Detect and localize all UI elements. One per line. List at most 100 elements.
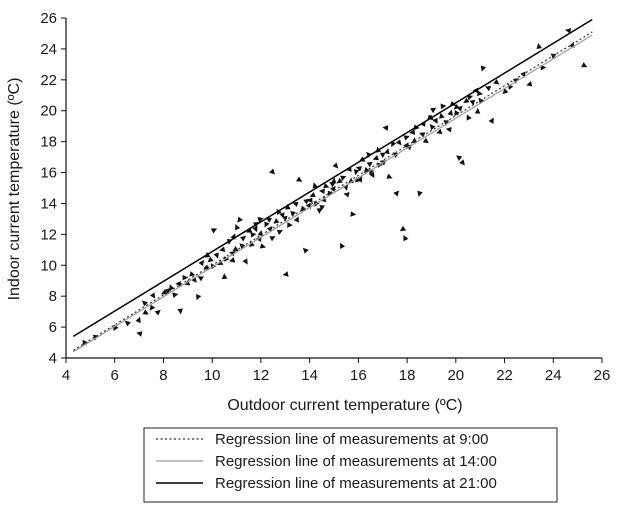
data-point (135, 316, 141, 324)
data-point (343, 192, 350, 198)
legend-label-2: Regression line of measurements at 21:00 (215, 475, 497, 492)
data-point (384, 148, 390, 155)
data-point (419, 132, 426, 138)
data-point (276, 229, 283, 235)
legend-box (143, 427, 558, 503)
data-point (459, 159, 465, 166)
y-tick-label: 10 (40, 257, 57, 274)
data-point (386, 173, 393, 179)
data-point (223, 256, 230, 262)
data-point (409, 129, 416, 135)
data-point (439, 112, 445, 119)
data-point (353, 169, 360, 176)
data-point (466, 95, 474, 101)
data-point (366, 161, 373, 168)
data-point (172, 292, 179, 298)
data-point (290, 211, 296, 218)
data-point (565, 28, 572, 34)
data-point (436, 128, 443, 135)
data-point (282, 215, 288, 222)
data-point (264, 221, 270, 228)
x-tick-label: 6 (111, 367, 119, 384)
x-tick-label: 10 (204, 367, 221, 384)
data-point (319, 188, 325, 195)
data-point (136, 331, 143, 337)
data-point (526, 81, 533, 87)
data-point (478, 97, 485, 104)
data-point (235, 224, 241, 231)
data-point (229, 250, 236, 257)
data-point (581, 62, 588, 68)
data-point (257, 216, 264, 223)
data-point (536, 43, 542, 50)
x-tick-label: 14 (301, 367, 318, 384)
data-point (296, 176, 303, 182)
data-point (265, 217, 273, 223)
x-tick-label: 24 (545, 367, 562, 384)
data-point (429, 124, 436, 131)
data-point (463, 97, 470, 103)
data-point (182, 274, 189, 281)
legend-label-1: Regression line of measurements at 14:00 (215, 453, 497, 470)
y-tick-label: 6 (49, 319, 57, 336)
data-point (454, 109, 460, 117)
data-point (332, 162, 339, 169)
data-point (453, 103, 460, 110)
data-point (242, 258, 248, 265)
legend-label-0: Regression line of measurements at 9:00 (215, 431, 488, 448)
data-point (339, 242, 346, 250)
data-point (189, 271, 196, 277)
data-point (417, 190, 423, 197)
data-point (382, 125, 389, 131)
data-point (191, 276, 197, 283)
data-point (203, 264, 210, 271)
data-point (124, 320, 131, 327)
data-point (443, 120, 449, 126)
data-point (196, 294, 202, 301)
data-point (447, 109, 453, 116)
x-axis-ticks: 4 6 8 10 12 14 16 18 20 22 24 26 (62, 358, 611, 384)
data-point (302, 247, 309, 254)
data-point (350, 211, 357, 217)
data-point (422, 137, 429, 144)
data-point (449, 100, 456, 106)
y-tick-label: 4 (49, 350, 57, 367)
data-point (292, 201, 299, 208)
data-point (228, 257, 236, 263)
data-point (316, 208, 323, 214)
data-point (221, 273, 228, 280)
data-point (269, 168, 276, 175)
data-point (249, 240, 255, 248)
data-point (239, 235, 247, 242)
y-tick-label: 8 (49, 288, 57, 305)
data-point (502, 88, 509, 95)
y-tick-label: 12 (40, 226, 57, 243)
x-tick-label: 18 (399, 367, 416, 384)
y-axis-title: Indoor current temperature (ºC) (6, 78, 23, 301)
data-point (250, 232, 257, 238)
data-point (411, 137, 418, 143)
data-point (355, 166, 362, 172)
data-point (395, 139, 402, 146)
data-point (456, 105, 463, 112)
data-point (484, 86, 492, 92)
data-point (276, 208, 282, 216)
data-point (403, 142, 409, 149)
x-tick-label: 20 (447, 367, 464, 384)
scatter-points (82, 28, 588, 346)
data-point (372, 154, 380, 161)
data-point (285, 203, 291, 210)
data-point (177, 308, 183, 315)
data-point (466, 114, 472, 121)
data-point (456, 155, 463, 162)
data-point (323, 182, 330, 189)
data-point (319, 205, 325, 211)
regression-line-2 (72, 18, 593, 338)
data-point (259, 243, 266, 249)
data-point (312, 182, 318, 189)
x-tick-label: 26 (594, 367, 611, 384)
data-point (432, 117, 438, 125)
x-tick-label: 8 (159, 367, 167, 384)
x-tick-label: 16 (350, 367, 367, 384)
